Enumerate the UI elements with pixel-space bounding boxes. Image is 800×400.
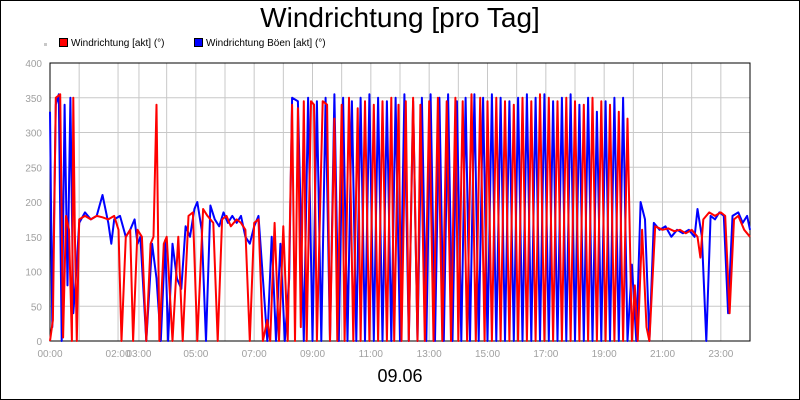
- legend-marker: [44, 43, 47, 46]
- y-tick-label: 350: [25, 94, 42, 105]
- x-tick-label: 23:00: [708, 349, 733, 360]
- chart-title: Windrichtung [pro Tag]: [260, 2, 540, 33]
- y-tick-label: 300: [25, 129, 42, 140]
- x-axis-label: 09.06: [377, 366, 423, 386]
- legend-item-boeen: Windrichtung Böen [akt] (°): [194, 37, 326, 49]
- y-tick-label: 0: [36, 337, 42, 348]
- x-tick-label: 19:00: [592, 349, 617, 360]
- y-tick-label: 250: [25, 163, 42, 174]
- y-tick-label: 200: [25, 198, 42, 209]
- x-tick-label: 09:00: [300, 349, 325, 360]
- x-tick-label: 15:00: [475, 349, 500, 360]
- y-tick-label: 150: [25, 233, 42, 244]
- x-tick-label: 00:00: [37, 349, 62, 360]
- legend-item-windrichtung: Windrichtung [akt] (°): [59, 37, 165, 49]
- x-tick-label: 03:00: [126, 349, 151, 360]
- y-tick-label: 100: [25, 268, 42, 279]
- legend-label-boeen: Windrichtung Böen [akt] (°): [206, 38, 326, 49]
- x-tick-label: 07:00: [242, 349, 267, 360]
- y-tick-label: 50: [31, 302, 43, 313]
- legend-swatch-boeen: [194, 37, 203, 47]
- legend-swatch-windrichtung: [59, 37, 68, 47]
- x-tick-label: 11:00: [359, 349, 384, 360]
- x-tick-label: 05:00: [183, 349, 208, 360]
- series-line-0: [49, 93, 751, 342]
- x-tick-label: 13:00: [417, 349, 442, 360]
- x-tick-label: 21:00: [650, 349, 675, 360]
- y-tick-label: 400: [25, 59, 42, 70]
- legend-label-windrichtung: Windrichtung [akt] (°): [71, 38, 165, 49]
- x-tick-label: 02:00: [106, 349, 131, 360]
- x-tick-label: 17:00: [533, 349, 558, 360]
